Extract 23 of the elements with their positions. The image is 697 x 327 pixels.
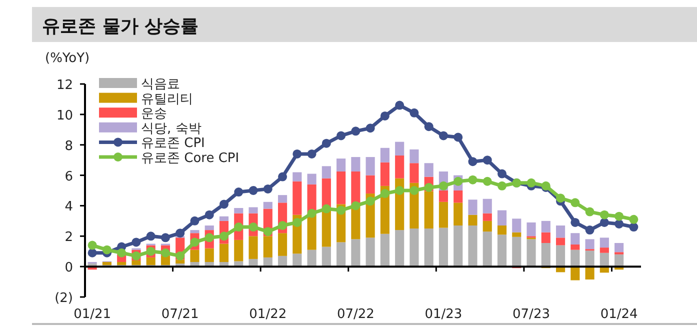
legend-label: 식음료 (141, 77, 180, 92)
y-tick-label: (2) (54, 291, 73, 306)
y-tick-label: 6 (64, 169, 73, 184)
x-tick-label: 07/22 (336, 307, 374, 322)
legend-label: 식당, 숙박 (141, 121, 202, 136)
x-tick-label: 01/21 (74, 307, 112, 322)
x-tick-label: 01/23 (424, 307, 462, 322)
legend-label: 유틸리티 (141, 92, 193, 107)
x-tick-label: 07/23 (512, 307, 550, 322)
legend-label: 유로존 CPI (141, 136, 205, 152)
y-tick-label: 4 (64, 200, 73, 215)
legend-label: 운송 (141, 106, 167, 122)
y-tick-label: 2 (64, 230, 73, 246)
chart-title: 유로존 물가 상승률 (42, 16, 199, 37)
y-tick-label: 12 (56, 78, 73, 93)
x-tick-label: 01/24 (600, 307, 638, 322)
x-tick-label: 07/21 (161, 307, 199, 322)
legend-label: 유로존 Core CPI (141, 151, 240, 166)
y-tick-label: 8 (64, 138, 73, 154)
y-tick-label: 10 (56, 108, 73, 124)
x-tick-label: 01/22 (249, 307, 287, 322)
y-tick-label: 0 (64, 260, 73, 276)
y-axis-title: (%YoY) (45, 51, 90, 66)
